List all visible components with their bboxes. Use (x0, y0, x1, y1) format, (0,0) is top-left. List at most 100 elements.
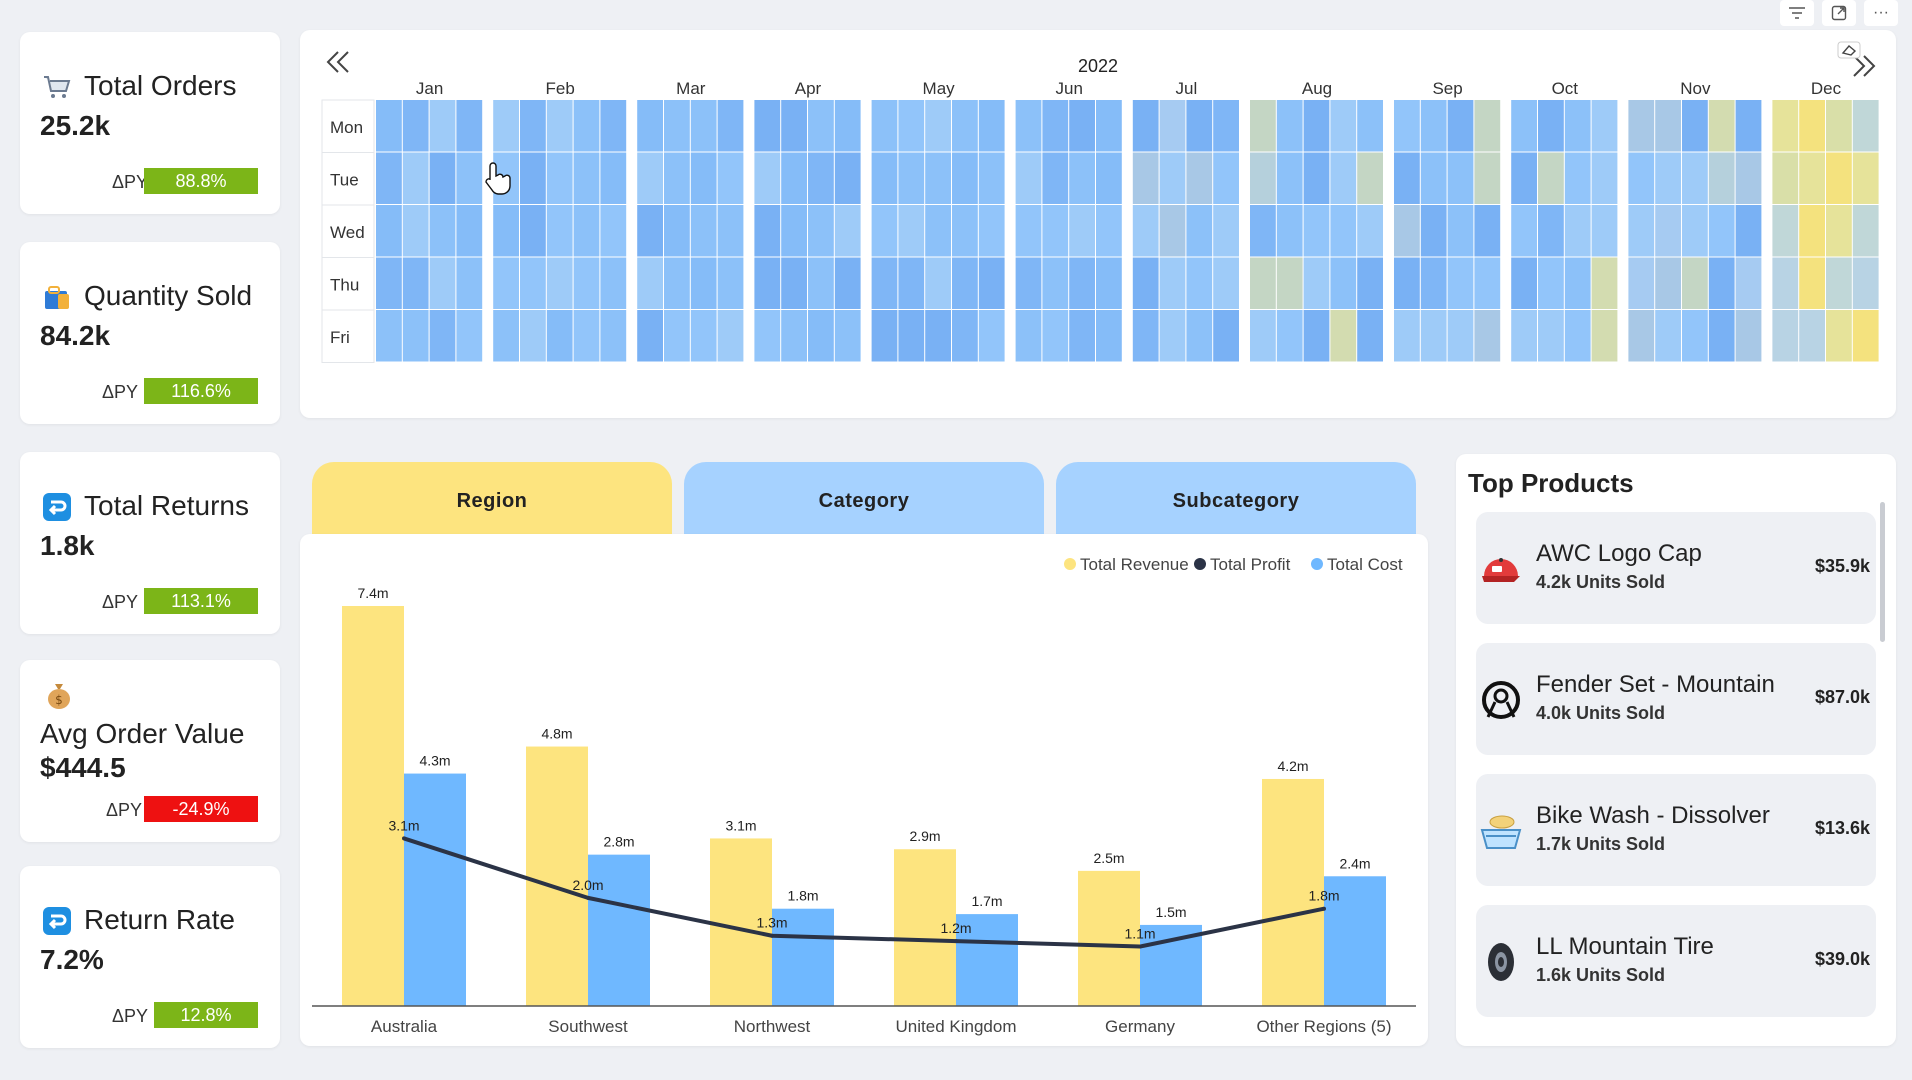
calendar-day-cell[interactable] (1420, 257, 1447, 310)
calendar-day-cell[interactable] (978, 205, 1005, 257)
calendar-day-cell[interactable] (637, 257, 663, 310)
calendar-day-cell[interactable] (1159, 310, 1186, 362)
calendar-day-cell[interactable] (1447, 310, 1474, 362)
calendar-day-cell[interactable] (1042, 100, 1069, 152)
calendar-day-cell[interactable] (1564, 257, 1591, 310)
bar-total-revenue[interactable] (894, 849, 956, 1006)
calendar-day-cell[interactable] (834, 205, 861, 257)
calendar-day-cell[interactable] (1735, 257, 1762, 310)
calendar-day-cell[interactable] (1276, 257, 1303, 310)
calendar-day-cell[interactable] (898, 152, 925, 205)
calendar-day-cell[interactable] (402, 152, 429, 205)
calendar-day-cell[interactable] (1213, 310, 1239, 362)
calendar-day-cell[interactable] (1303, 257, 1330, 310)
calendar-day-cell[interactable] (1799, 310, 1825, 362)
calendar-day-cell[interactable] (1799, 100, 1825, 152)
calendar-day-cell[interactable] (1538, 100, 1564, 152)
calendar-day-cell[interactable] (1735, 310, 1762, 362)
calendar-day-cell[interactable] (898, 310, 925, 362)
calendar-day-cell[interactable] (1213, 100, 1239, 152)
calendar-day-cell[interactable] (1330, 310, 1357, 362)
calendar-day-cell[interactable] (1357, 205, 1383, 257)
calendar-day-cell[interactable] (1591, 152, 1618, 205)
calendar-day-cell[interactable] (376, 100, 402, 152)
calendar-day-cell[interactable] (1511, 257, 1537, 310)
calendar-day-cell[interactable] (834, 257, 861, 310)
calendar-day-cell[interactable] (1474, 152, 1501, 205)
bar-total-revenue[interactable] (710, 838, 772, 1006)
calendar-day-cell[interactable] (978, 257, 1005, 310)
calendar-day-cell[interactable] (429, 257, 456, 310)
bar-total-revenue[interactable] (1262, 778, 1324, 1006)
calendar-day-cell[interactable] (1564, 100, 1591, 152)
calendar-day-cell[interactable] (1096, 257, 1122, 310)
calendar-day-cell[interactable] (429, 100, 456, 152)
calendar-day-cell[interactable] (1826, 100, 1852, 152)
calendar-day-cell[interactable] (1538, 257, 1564, 310)
calendar-day-cell[interactable] (1735, 100, 1762, 152)
calendar-day-cell[interactable] (456, 257, 483, 310)
calendar-day-cell[interactable] (1096, 152, 1122, 205)
calendar-day-cell[interactable] (871, 205, 898, 257)
calendar-day-cell[interactable] (808, 257, 834, 310)
calendar-day-cell[interactable] (871, 152, 898, 205)
calendar-day-cell[interactable] (376, 310, 402, 362)
calendar-day-cell[interactable] (402, 257, 429, 310)
calendar-day-cell[interactable] (1186, 152, 1213, 205)
calendar-day-cell[interactable] (1772, 205, 1799, 257)
calendar-day-cell[interactable] (664, 310, 690, 362)
calendar-day-cell[interactable] (1538, 310, 1564, 362)
calendar-day-cell[interactable] (637, 205, 663, 257)
calendar-day-cell[interactable] (664, 257, 690, 310)
calendar-day-cell[interactable] (1069, 257, 1095, 310)
calendar-day-cell[interactable] (376, 152, 402, 205)
calendar-day-cell[interactable] (1735, 205, 1762, 257)
calendar-day-cell[interactable] (1303, 310, 1330, 362)
tab-region[interactable]: Region (312, 462, 672, 534)
calendar-day-cell[interactable] (952, 257, 978, 310)
calendar-day-cell[interactable] (402, 205, 429, 257)
calendar-day-cell[interactable] (600, 310, 627, 362)
calendar-day-cell[interactable] (952, 100, 978, 152)
calendar-day-cell[interactable] (925, 205, 951, 257)
calendar-day-cell[interactable] (1826, 152, 1852, 205)
calendar-day-cell[interactable] (493, 310, 519, 362)
calendar-day-cell[interactable] (1213, 205, 1239, 257)
calendar-day-cell[interactable] (1303, 100, 1330, 152)
calendar-day-cell[interactable] (1250, 205, 1276, 257)
calendar-day-cell[interactable] (546, 310, 573, 362)
calendar-day-cell[interactable] (1511, 152, 1537, 205)
calendar-day-cell[interactable] (1357, 257, 1383, 310)
point-total-profit[interactable] (1322, 906, 1326, 911)
calendar-day-cell[interactable] (573, 100, 600, 152)
calendar-day-cell[interactable] (1708, 152, 1735, 205)
calendar-day-cell[interactable] (573, 257, 600, 310)
calendar-day-cell[interactable] (376, 205, 402, 257)
calendar-day-cell[interactable] (493, 257, 519, 310)
calendar-day-cell[interactable] (1538, 205, 1564, 257)
calendar-day-cell[interactable] (1330, 100, 1357, 152)
calendar-day-cell[interactable] (546, 257, 573, 310)
calendar-day-cell[interactable] (871, 257, 898, 310)
calendar-day-cell[interactable] (1826, 310, 1852, 362)
calendar-day-cell[interactable] (717, 100, 744, 152)
calendar-day-cell[interactable] (600, 152, 627, 205)
calendar-day-cell[interactable] (1772, 257, 1799, 310)
calendar-day-cell[interactable] (1186, 100, 1213, 152)
bar-total-cost[interactable] (404, 773, 466, 1006)
calendar-day-cell[interactable] (402, 310, 429, 362)
calendar-day-cell[interactable] (690, 310, 717, 362)
calendar-day-cell[interactable] (664, 100, 690, 152)
calendar-day-cell[interactable] (456, 205, 483, 257)
calendar-day-cell[interactable] (1420, 310, 1447, 362)
calendar-day-cell[interactable] (1132, 310, 1159, 362)
calendar-day-cell[interactable] (402, 100, 429, 152)
calendar-day-cell[interactable] (690, 152, 717, 205)
calendar-day-cell[interactable] (573, 152, 600, 205)
calendar-day-cell[interactable] (546, 152, 573, 205)
calendar-day-cell[interactable] (1474, 257, 1501, 310)
focus-mode-button[interactable] (1822, 0, 1856, 26)
calendar-day-cell[interactable] (754, 100, 781, 152)
calendar-day-cell[interactable] (1538, 152, 1564, 205)
calendar-day-cell[interactable] (376, 257, 402, 310)
